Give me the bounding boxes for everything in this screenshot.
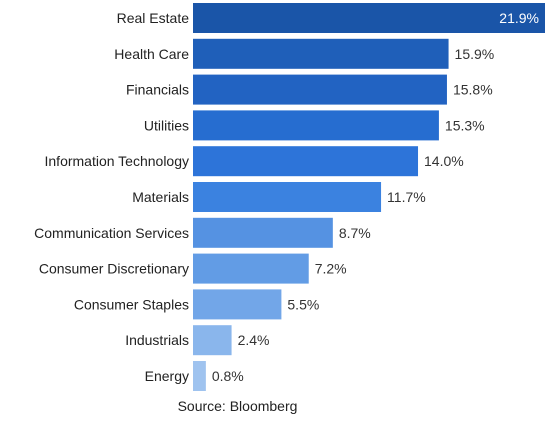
category-label: Real Estate [117, 10, 190, 26]
category-label: Industrials [125, 332, 189, 348]
value-label: 7.2% [315, 261, 347, 277]
category-label: Consumer Discretionary [39, 261, 189, 277]
value-label: 21.9% [499, 10, 539, 26]
category-label: Consumer Staples [74, 296, 189, 312]
bar-financials [193, 74, 447, 105]
value-label: 11.7% [387, 189, 426, 205]
value-label: 0.8% [212, 368, 244, 384]
category-label: Financials [126, 82, 189, 98]
value-label: 15.3% [445, 117, 485, 133]
bar-health-care [193, 38, 449, 69]
category-label: Communication Services [34, 225, 189, 241]
value-label: 2.4% [238, 332, 270, 348]
bar-consumer-discretionary [193, 253, 309, 284]
bar-industrials [193, 325, 232, 356]
value-label: 15.9% [455, 46, 495, 62]
category-label: Information Technology [45, 153, 190, 169]
bar-materials [193, 182, 382, 212]
category-label: Utilities [144, 117, 189, 133]
bar-consumer-staples [193, 289, 282, 320]
bar-energy [193, 361, 206, 391]
bar-information-technology [193, 146, 419, 177]
source-note: Source: Bloomberg [177, 398, 298, 414]
bar-communication-services [193, 217, 333, 248]
value-label: 14.0% [424, 153, 464, 169]
value-label: 5.5% [287, 296, 319, 312]
category-label: Health Care [114, 46, 189, 62]
category-label: Energy [145, 368, 189, 384]
value-label: 8.7% [339, 225, 371, 241]
category-label: Materials [132, 189, 189, 205]
value-label: 15.8% [453, 82, 493, 98]
bar-utilities [193, 110, 439, 141]
bar-real-estate [193, 3, 545, 33]
